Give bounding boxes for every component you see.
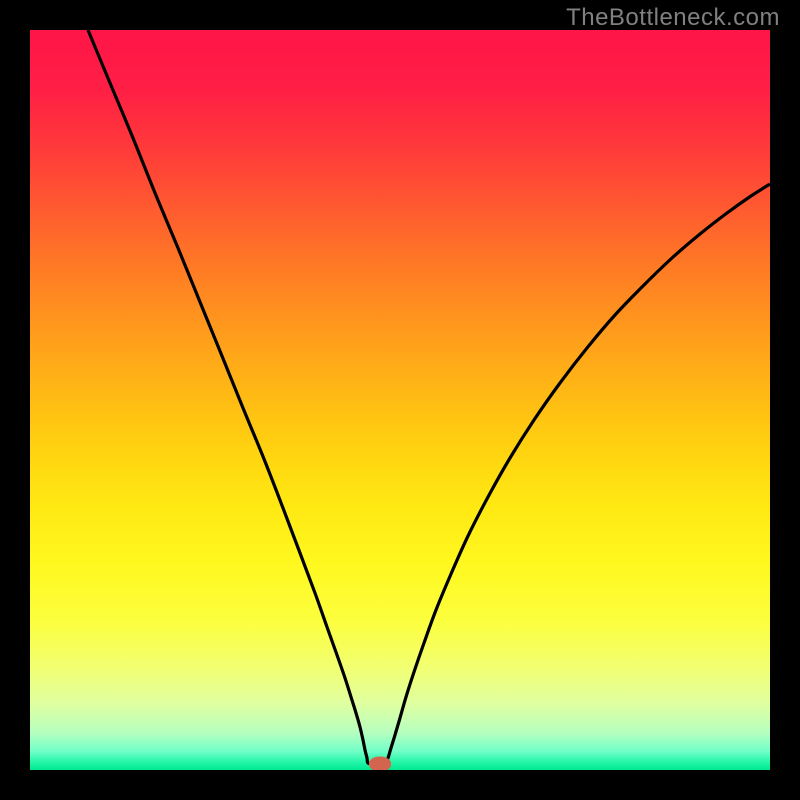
optimum-marker xyxy=(369,757,391,771)
curve-path xyxy=(88,30,770,764)
plot-area xyxy=(30,30,770,770)
watermark-text: TheBottleneck.com xyxy=(566,4,780,32)
bottleneck-curve xyxy=(30,30,770,770)
